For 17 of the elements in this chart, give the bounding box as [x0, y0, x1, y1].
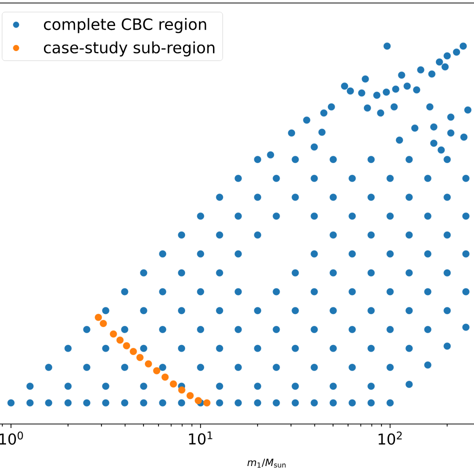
point [194, 397, 202, 404]
legend-label: complete CBC region [44, 18, 206, 34]
point [203, 399, 210, 406]
x-axis-title: m$_{1}$/M$_{sun}$ [247, 458, 286, 468]
x-tick-label: 10$^{2}$ [378, 432, 402, 445]
point [116, 336, 124, 344]
point [178, 386, 186, 394]
point [162, 374, 169, 381]
legend-label: case-study sub-region [44, 41, 214, 56]
x-tick-label: 10$^{0}$ [0, 432, 23, 445]
point [186, 392, 194, 400]
point [170, 380, 177, 388]
point [153, 367, 160, 374]
x-tick-label: 10$^{1}$ [189, 432, 212, 445]
point [100, 320, 107, 328]
point [122, 342, 130, 350]
point [130, 348, 137, 355]
